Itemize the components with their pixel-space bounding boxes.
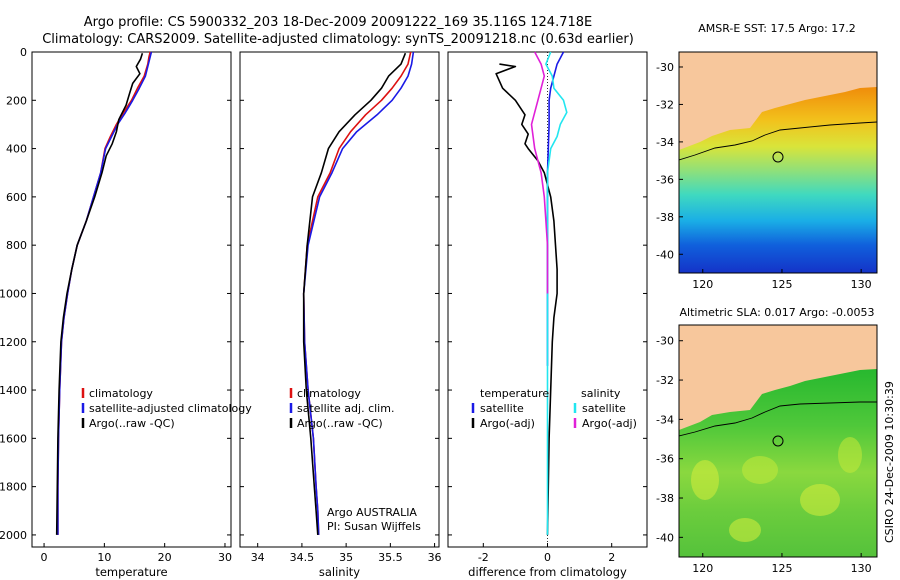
sla-yellow-blobs: [691, 437, 862, 542]
temperature-ytick-label: 800: [6, 239, 27, 252]
difference-legend-label: Argo(-adj): [582, 417, 637, 430]
temperature-legend-label: satellite-adjusted climatology: [89, 402, 252, 415]
sla-ytick-label: -38: [656, 492, 674, 505]
side-timestamp: CSIRO 24-Dec-2009 10:30:39: [883, 381, 896, 543]
sst-xtick-label: 120: [692, 278, 713, 291]
salinity-frame: [239, 51, 440, 548]
legend-header-temperature: temperature: [480, 387, 549, 400]
temperature-ytick-label: 600: [6, 191, 27, 204]
difference-legend-label: satellite: [582, 402, 626, 415]
sla-ytick-label: -40: [656, 531, 674, 544]
salinity-series-2: [302, 52, 407, 535]
sst-contour: [679, 121, 877, 161]
sst-ocean-field: [679, 87, 877, 273]
temperature-panel: 0 10 20 30 0 200 400 600 800 1000 1200 1400 1600 1800…: [0, 46, 252, 579]
header-line-1: Argo profile: CS 5900332_203 18-Dec-2009…: [84, 15, 592, 30]
sst-map-frame: [678, 51, 878, 274]
sst-ytick-label: -36: [656, 173, 674, 186]
salinity-series-0: [302, 51, 412, 535]
salinity-xtick-label: 34: [251, 551, 265, 564]
temperature-legend-label: climatology: [89, 387, 153, 400]
temperature-ytick-label: 1200: [0, 336, 27, 349]
difference-xtick-label: 0: [544, 551, 551, 564]
sst-xtick-label: 130: [851, 278, 872, 291]
temperature-xlabel: temperature: [95, 565, 167, 579]
salinity-xtick-label: 35.5: [378, 551, 403, 564]
sst-ytick-label: -30: [656, 61, 674, 74]
temperature-ytick-label: 1000: [0, 287, 27, 300]
temperature-ytick-label: 1600: [0, 432, 27, 445]
temperature-ytick-label: 0: [20, 46, 27, 59]
sst-map: AMSR-E SST: 17.5 Argo: 17.2 120 125 130 -30…: [656, 22, 878, 291]
sst-map-title: AMSR-E SST: 17.5 Argo: 17.2: [698, 22, 856, 35]
difference-legend-label: Argo(-adj): [480, 417, 535, 430]
temperature-ytick-label: 200: [6, 94, 27, 107]
difference-series-3: [530, 51, 549, 294]
salinity-legend-label: climatology: [297, 387, 361, 400]
difference-xtick-label: -2: [478, 551, 489, 564]
temperature-xtick-label: 10: [97, 551, 111, 564]
difference-series-2: [545, 51, 568, 535]
sla-ytick-label: -32: [656, 374, 674, 387]
sla-argo-marker: [772, 435, 784, 447]
legend-header-salinity: salinity: [581, 387, 621, 400]
sla-ytick-label: -36: [656, 453, 674, 466]
salinity-legend-label: Argo(..raw -QC): [297, 417, 383, 430]
sla-xtick-label: 120: [692, 562, 713, 575]
temperature-ytick-label: 1400: [0, 384, 27, 397]
difference-xtick-label: 2: [608, 551, 615, 564]
temperature-xtick-label: 30: [218, 551, 232, 564]
sla-map-title: Altimetric SLA: 0.017 Argo: -0.0053: [680, 306, 875, 319]
salinity-panel: 34 34.5 35 35.5 36 salinity climatology satelli…: [239, 51, 442, 579]
sst-ytick-label: -34: [656, 136, 674, 149]
sst-ytick-label: -40: [656, 248, 674, 261]
salinity-xtick-label: 35: [339, 551, 353, 564]
salinity-xlabel: salinity: [319, 565, 360, 579]
temperature-ytick-label: 400: [6, 143, 27, 156]
salinity-xtick-label: 34.5: [290, 551, 315, 564]
sla-map-frame: [678, 324, 878, 558]
sst-ytick-label: -38: [656, 211, 674, 224]
temperature-series-2: [55, 52, 144, 535]
difference-series-1: [495, 63, 558, 535]
sst-ytick-label: -32: [656, 98, 674, 111]
sst-argo-marker: [772, 151, 784, 163]
salinity-series-1: [302, 51, 415, 535]
header-line-2: Climatology: CARS2009. Satellite-adjuste…: [42, 32, 634, 47]
sla-contour: [679, 401, 877, 437]
sla-map: Altimetric SLA: 0.017 Argo: -0.0053 120 1…: [656, 306, 878, 575]
difference-xlabel: difference from climatology: [468, 565, 627, 579]
temperature-xtick-label: 20: [158, 551, 172, 564]
temperature-series-1: [57, 51, 153, 535]
difference-series-0: [546, 51, 565, 366]
salinity-xtick-label: 36: [428, 551, 442, 564]
annotation-text: Argo AUSTRALIA: [327, 506, 417, 519]
temperature-legend-label: Argo(..raw -QC): [89, 417, 175, 430]
temperature-xtick-label: 0: [41, 551, 48, 564]
salinity-legend-label: satellite adj. clim.: [297, 402, 394, 415]
temperature-ytick-label: 2000: [0, 529, 27, 542]
sst-xtick-label: 125: [771, 278, 792, 291]
temperature-ytick-label: 1800: [0, 481, 27, 494]
sla-xtick-label: 130: [851, 562, 872, 575]
temperature-series-0: [57, 51, 151, 535]
sla-xtick-label: 125: [771, 562, 792, 575]
sla-ytick-label: -30: [656, 335, 674, 348]
temperature-frame: [31, 51, 232, 548]
difference-legend-label: satellite: [480, 402, 524, 415]
annotation-text: PI: Susan Wijffels: [327, 520, 421, 533]
sla-ytick-label: -34: [656, 413, 674, 426]
